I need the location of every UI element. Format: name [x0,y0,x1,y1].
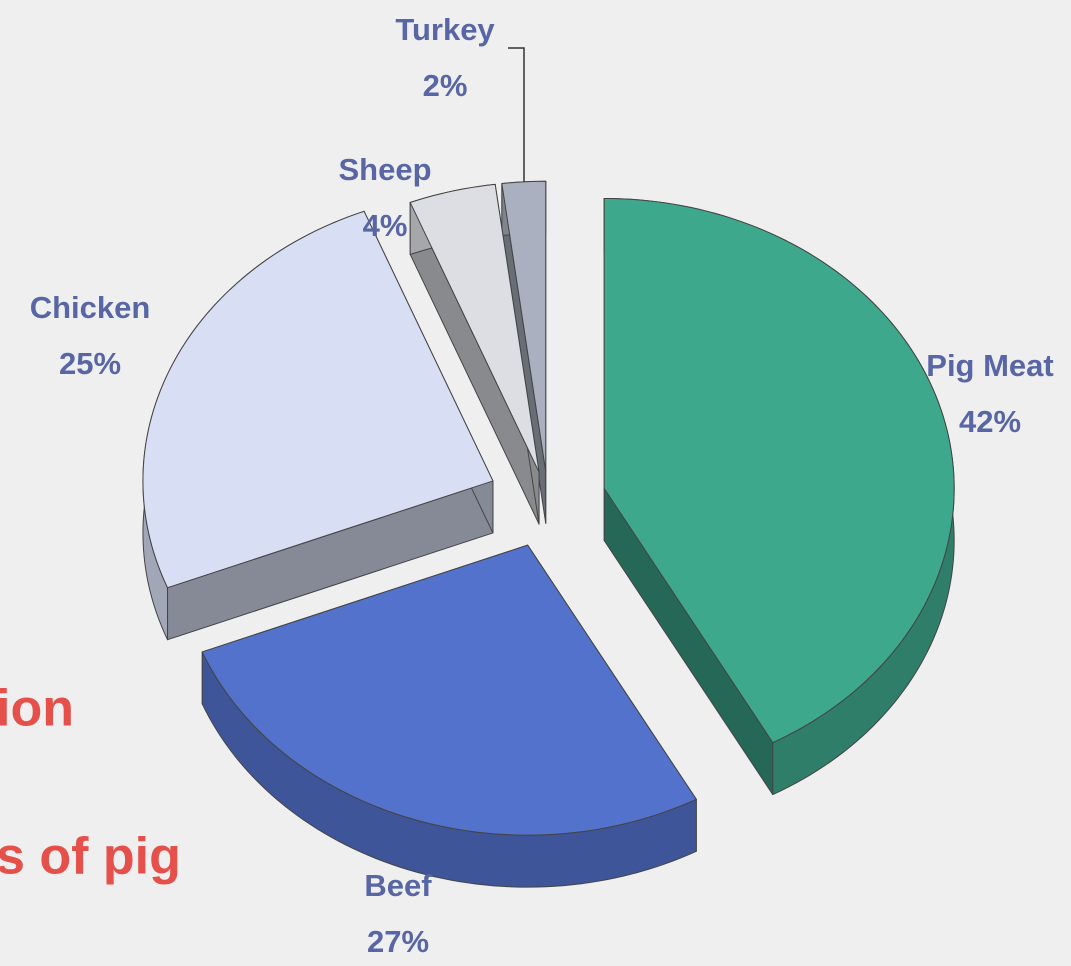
slice [501,180,547,524]
annotation: ion [0,680,74,738]
slice-label: Sheep [338,152,431,187]
leader-line [508,47,525,230]
slice [142,210,494,641]
slice-value-label: 27% [367,924,429,959]
slice [201,544,697,888]
slice-top [201,544,697,836]
annotation: s of pig [0,828,181,886]
slice-value-label: 42% [959,404,1021,439]
slice-label: Pig Meat [926,348,1053,383]
slice-value-label: 25% [59,346,121,381]
slice-value-label: 4% [363,208,408,243]
slice-top [501,180,547,472]
slice-top [409,183,540,473]
slice-value-label: 2% [423,68,468,103]
slice-label: Beef [364,868,432,903]
slice-label: Chicken [30,290,151,325]
slice-top [603,197,955,744]
slice [603,197,955,796]
slice [409,183,540,525]
slice-label: Turkey [395,12,495,47]
slice-top [142,210,494,589]
